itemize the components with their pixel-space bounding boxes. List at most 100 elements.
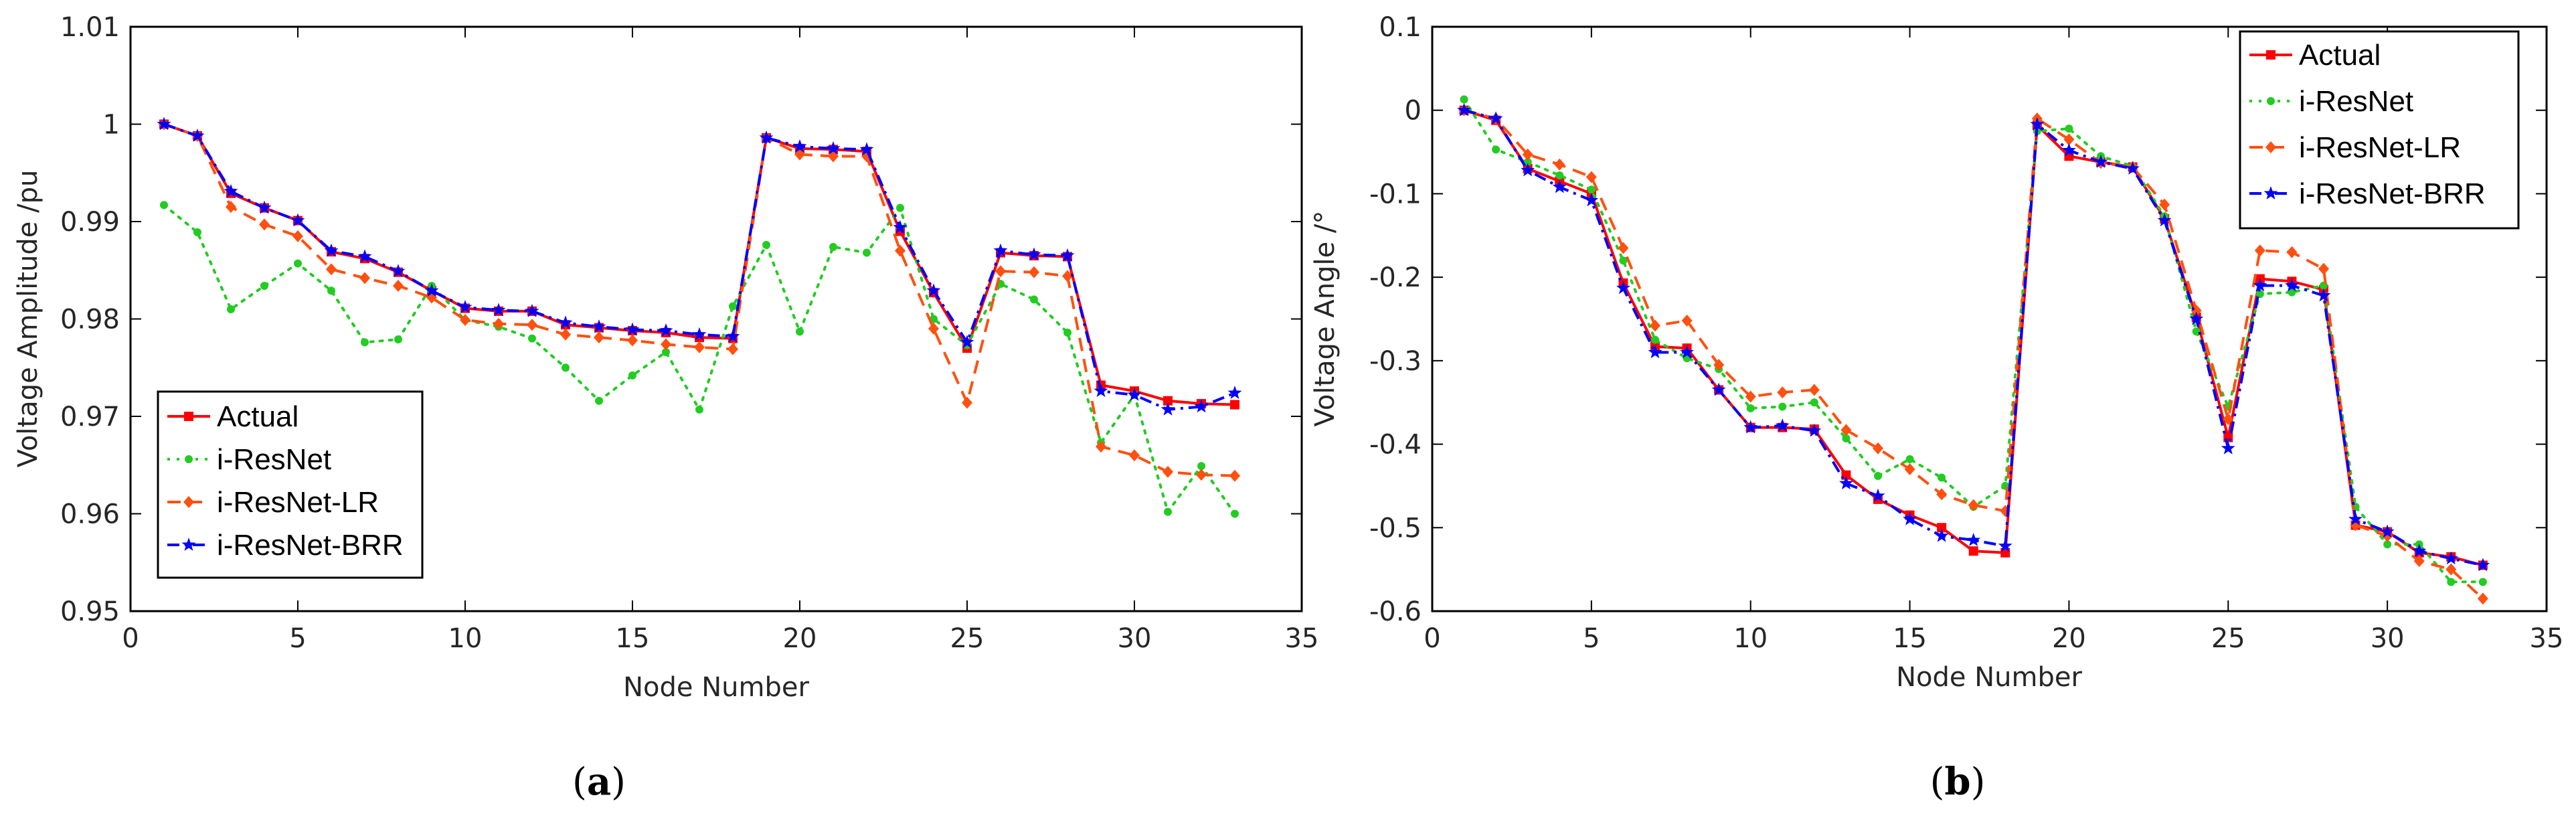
data-point-i-resnet (796, 327, 804, 336)
data-point-i-resnet-brr (759, 130, 774, 144)
data-point-i-resnet (1030, 295, 1038, 304)
data-point-i-resnet-brr (2189, 311, 2204, 325)
x-axis-label: Node Number (1896, 662, 2082, 693)
data-point-i-resnet-lr (292, 230, 303, 242)
data-point-i-resnet-brr (2476, 558, 2490, 572)
data-point-i-resnet-brr (1743, 420, 1758, 434)
x-tick-label: 30 (2371, 623, 2405, 654)
data-point-i-resnet-brr (1584, 193, 1599, 207)
data-point-i-resnet (1492, 145, 1500, 154)
data-point-i-resnet-brr (960, 335, 974, 349)
data-point-i-resnet-lr (1713, 359, 1725, 372)
data-point-i-resnet (1063, 328, 1071, 337)
data-point-i-resnet-lr (1968, 499, 1979, 511)
data-point-i-resnet-lr (326, 263, 337, 276)
legend-entry-i-resnet-lr: i-ResNet-LR (2249, 131, 2461, 164)
legend-label: i-ResNet (2299, 85, 2413, 118)
data-point-i-resnet-lr (2445, 563, 2457, 576)
data-point-i-resnet-brr (1552, 179, 1567, 193)
data-point-i-resnet-lr (1650, 319, 1660, 332)
legend-box (2239, 30, 2520, 230)
legend-entry-i-resnet-lr: i-ResNet-LR (167, 486, 379, 519)
data-point-i-resnet-brr (2380, 524, 2395, 538)
data-point-i-resnet-lr (1681, 314, 1693, 327)
data-point-i-resnet (1905, 455, 1914, 464)
data-point-i-resnet-brr (2253, 278, 2267, 292)
data-point-i-resnet-brr (1027, 247, 1041, 261)
x-tick-label: 30 (1118, 623, 1152, 654)
data-point-i-resnet (1587, 185, 1596, 194)
data-point-i-resnet-lr (1029, 266, 1039, 278)
legend-swatch-marker (185, 455, 193, 463)
data-point-i-resnet-brr (1839, 476, 1853, 490)
data-point-i-resnet-brr (826, 141, 841, 155)
data-point-i-resnet-lr (1096, 440, 1106, 453)
data-point-i-resnet (260, 282, 268, 291)
x-tick-label: 15 (616, 623, 650, 654)
data-point-i-resnet (2383, 540, 2392, 549)
data-point-i-resnet-brr (893, 220, 908, 234)
data-point-i-resnet-brr (1711, 382, 1726, 396)
y-tick-label: -0.3 (1369, 346, 1422, 377)
data-point-i-resnet-brr (424, 283, 439, 297)
data-point-i-resnet-brr (391, 264, 406, 278)
data-point-i-resnet-brr (1616, 280, 1630, 295)
data-point-i-resnet-brr (290, 213, 305, 227)
data-point-i-resnet-brr (2062, 143, 2076, 157)
data-point-i-resnet-brr (692, 327, 707, 341)
legend-entry-actual: Actual (2249, 39, 2381, 72)
data-point-i-resnet (1810, 398, 1818, 407)
data-point-i-resnet-brr (257, 200, 272, 214)
data-point-i-resnet-lr (962, 396, 972, 409)
data-point-i-resnet-brr (659, 323, 673, 337)
data-point-i-resnet (227, 305, 235, 313)
data-point-i-resnet-lr (694, 341, 705, 353)
x-tick-labels: 0 5 10 15 20 25 30 35 (1424, 623, 2563, 654)
data-point-i-resnet (562, 363, 570, 372)
figure-caption-b: (b) (1930, 760, 1986, 804)
x-tick-label: 10 (1733, 623, 1768, 654)
data-point-i-resnet (1555, 171, 1564, 179)
data-point-actual (1230, 400, 1239, 410)
data-point-actual (1968, 546, 1978, 556)
data-point-i-resnet (1651, 335, 1659, 344)
series-lines (1457, 95, 2490, 605)
data-point-i-resnet-lr (527, 319, 537, 331)
data-point-i-resnet-lr (2413, 555, 2425, 568)
data-point-i-resnet-brr (1775, 418, 1790, 432)
data-point-i-resnet-brr (1127, 388, 1142, 401)
data-point-i-resnet-brr (2157, 213, 2172, 227)
data-point-i-resnet (729, 302, 737, 311)
data-point-i-resnet-lr (1229, 469, 1240, 482)
series-i-resnet-brr (157, 116, 1242, 416)
data-point-i-resnet-brr (157, 116, 171, 131)
legend-label: i-ResNet-BRR (2299, 177, 2486, 210)
legend-entry-i-resnet: i-ResNet (2249, 85, 2413, 118)
series-i-resnet-brr (1457, 102, 2490, 572)
data-point-i-resnet-lr (1618, 242, 1629, 254)
data-point-i-resnet-lr (2063, 133, 2075, 146)
data-point-i-resnet-brr (725, 329, 740, 343)
legend-label: i-ResNet-LR (2299, 131, 2461, 164)
data-point-i-resnet (2288, 288, 2296, 297)
data-point-i-resnet-lr (1777, 386, 1788, 399)
x-tick-label: 20 (2052, 623, 2086, 654)
series-line-i-resnet-brr (1464, 108, 2484, 567)
legend-entry-i-resnet-brr: i-ResNet-BRR (167, 529, 404, 562)
x-tick-label: 0 (1424, 623, 1440, 654)
data-point-i-resnet-brr (2030, 116, 2045, 131)
legend-entry-i-resnet-brr: i-ResNet-BRR (2249, 177, 2486, 210)
legend-swatch-marker (2265, 141, 2276, 153)
x-tick-label: 5 (1583, 623, 1600, 654)
y-tick-label: -0.4 (1369, 430, 1422, 461)
data-point-i-resnet-brr (525, 303, 539, 317)
series-line-i-resnet-brr (163, 122, 1235, 411)
y-tick-label: -0.2 (1369, 262, 1422, 293)
data-point-i-resnet-brr (2285, 278, 2299, 292)
data-point-i-resnet-lr (928, 323, 939, 335)
data-point-i-resnet (1164, 507, 1172, 516)
data-point-i-resnet (361, 338, 369, 347)
y-tick-labels: 0.95 0.96 0.97 0.98 0.99 1 1.01 (60, 12, 120, 627)
legend-box (157, 390, 424, 579)
